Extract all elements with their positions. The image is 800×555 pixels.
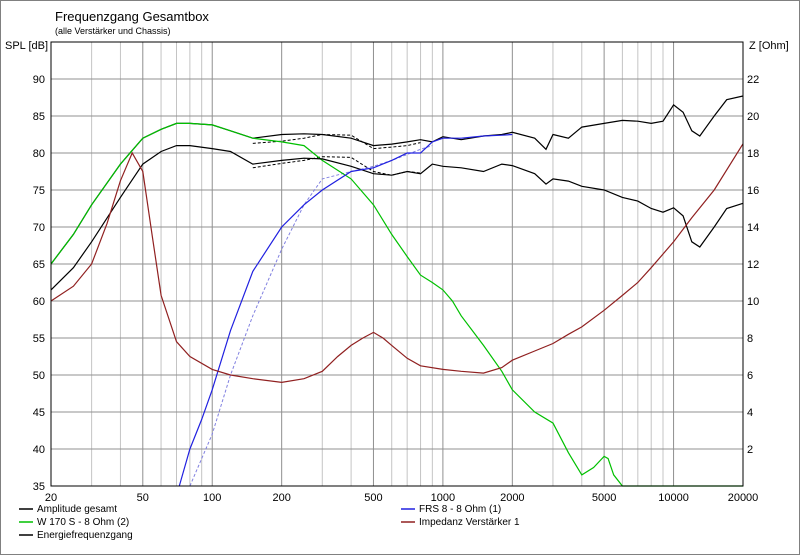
y-tick-label: 75 xyxy=(33,185,45,197)
y-tick-label: 70 xyxy=(33,222,45,234)
x-tick-label: 5000 xyxy=(592,492,616,504)
y-tick-label: 35 xyxy=(33,481,45,493)
legend-entry: FRS 8 - 8 Ohm (1) xyxy=(419,504,501,515)
legend-entry: Energiefrequenzgang xyxy=(37,530,133,541)
y-tick-label: 80 xyxy=(33,148,45,160)
y-tick-label: 85 xyxy=(33,111,45,123)
dashed-series-line xyxy=(252,156,421,176)
y-tick-label: 50 xyxy=(33,370,45,382)
legend: Amplitude gesamt W 170 S - 8 Ohm (2) Energ… xyxy=(19,504,520,541)
x-tick-label: 200 xyxy=(272,492,290,504)
x-tick-label: 2000 xyxy=(500,492,524,504)
legend-entry: Amplitude gesamt xyxy=(37,504,117,515)
x-tick-label: 1000 xyxy=(431,492,455,504)
x-tick-label: 10000 xyxy=(658,492,689,504)
y-tick-label: 60 xyxy=(33,296,45,308)
y-tick-label: 90 xyxy=(33,74,45,86)
y-tick-label: 65 xyxy=(33,259,45,271)
y2-tick-label: 2 xyxy=(747,444,753,456)
chart-title: Frequenzgang Gesamtbox xyxy=(55,9,209,24)
y-axis-label: SPL [dB] xyxy=(5,40,48,52)
y2-tick-label: 12 xyxy=(747,259,759,271)
y2-tick-label: 22 xyxy=(747,74,759,86)
y2-tick-label: 18 xyxy=(747,148,759,160)
y2-tick-label: 10 xyxy=(747,296,759,308)
chart-subtitle: (alle Verstärker und Chassis) xyxy=(55,26,171,36)
legend-entry: Impedanz Verstärker 1 xyxy=(419,517,520,528)
y2-tick-label: 14 xyxy=(747,222,759,234)
y2-axis-label: Z [Ohm] xyxy=(749,40,789,52)
x-tick-label: 20 xyxy=(45,492,57,504)
y-tick-label: 40 xyxy=(33,444,45,456)
dashed-series-line xyxy=(189,145,433,487)
dashed-series-line xyxy=(252,133,421,150)
y2-tick-label: 20 xyxy=(747,111,759,123)
x-tick-label: 500 xyxy=(364,492,382,504)
x-tick-label: 20000 xyxy=(728,492,759,504)
y-tick-label: 55 xyxy=(33,333,45,345)
series-line-frs-8-8-ohm-1 xyxy=(178,133,513,487)
y2-tick-label: 4 xyxy=(747,407,753,419)
series-line-energiefrequenzgang xyxy=(50,145,744,291)
plot-area-border xyxy=(50,41,744,487)
x-tick-label: 50 xyxy=(137,492,149,504)
y-tick-label: 45 xyxy=(33,407,45,419)
x-tick-label: 100 xyxy=(203,492,221,504)
series-line-amplitude-gesamt xyxy=(50,95,744,265)
series-line-impedanz-verst-rker-1 xyxy=(50,143,744,384)
series-line-w-170-s-8-ohm-2 xyxy=(50,122,743,487)
y2-tick-label: 6 xyxy=(747,370,753,382)
legend-entry: W 170 S - 8 Ohm (2) xyxy=(37,517,129,528)
y2-tick-label: 8 xyxy=(747,333,753,345)
y2-tick-label: 16 xyxy=(747,185,759,197)
